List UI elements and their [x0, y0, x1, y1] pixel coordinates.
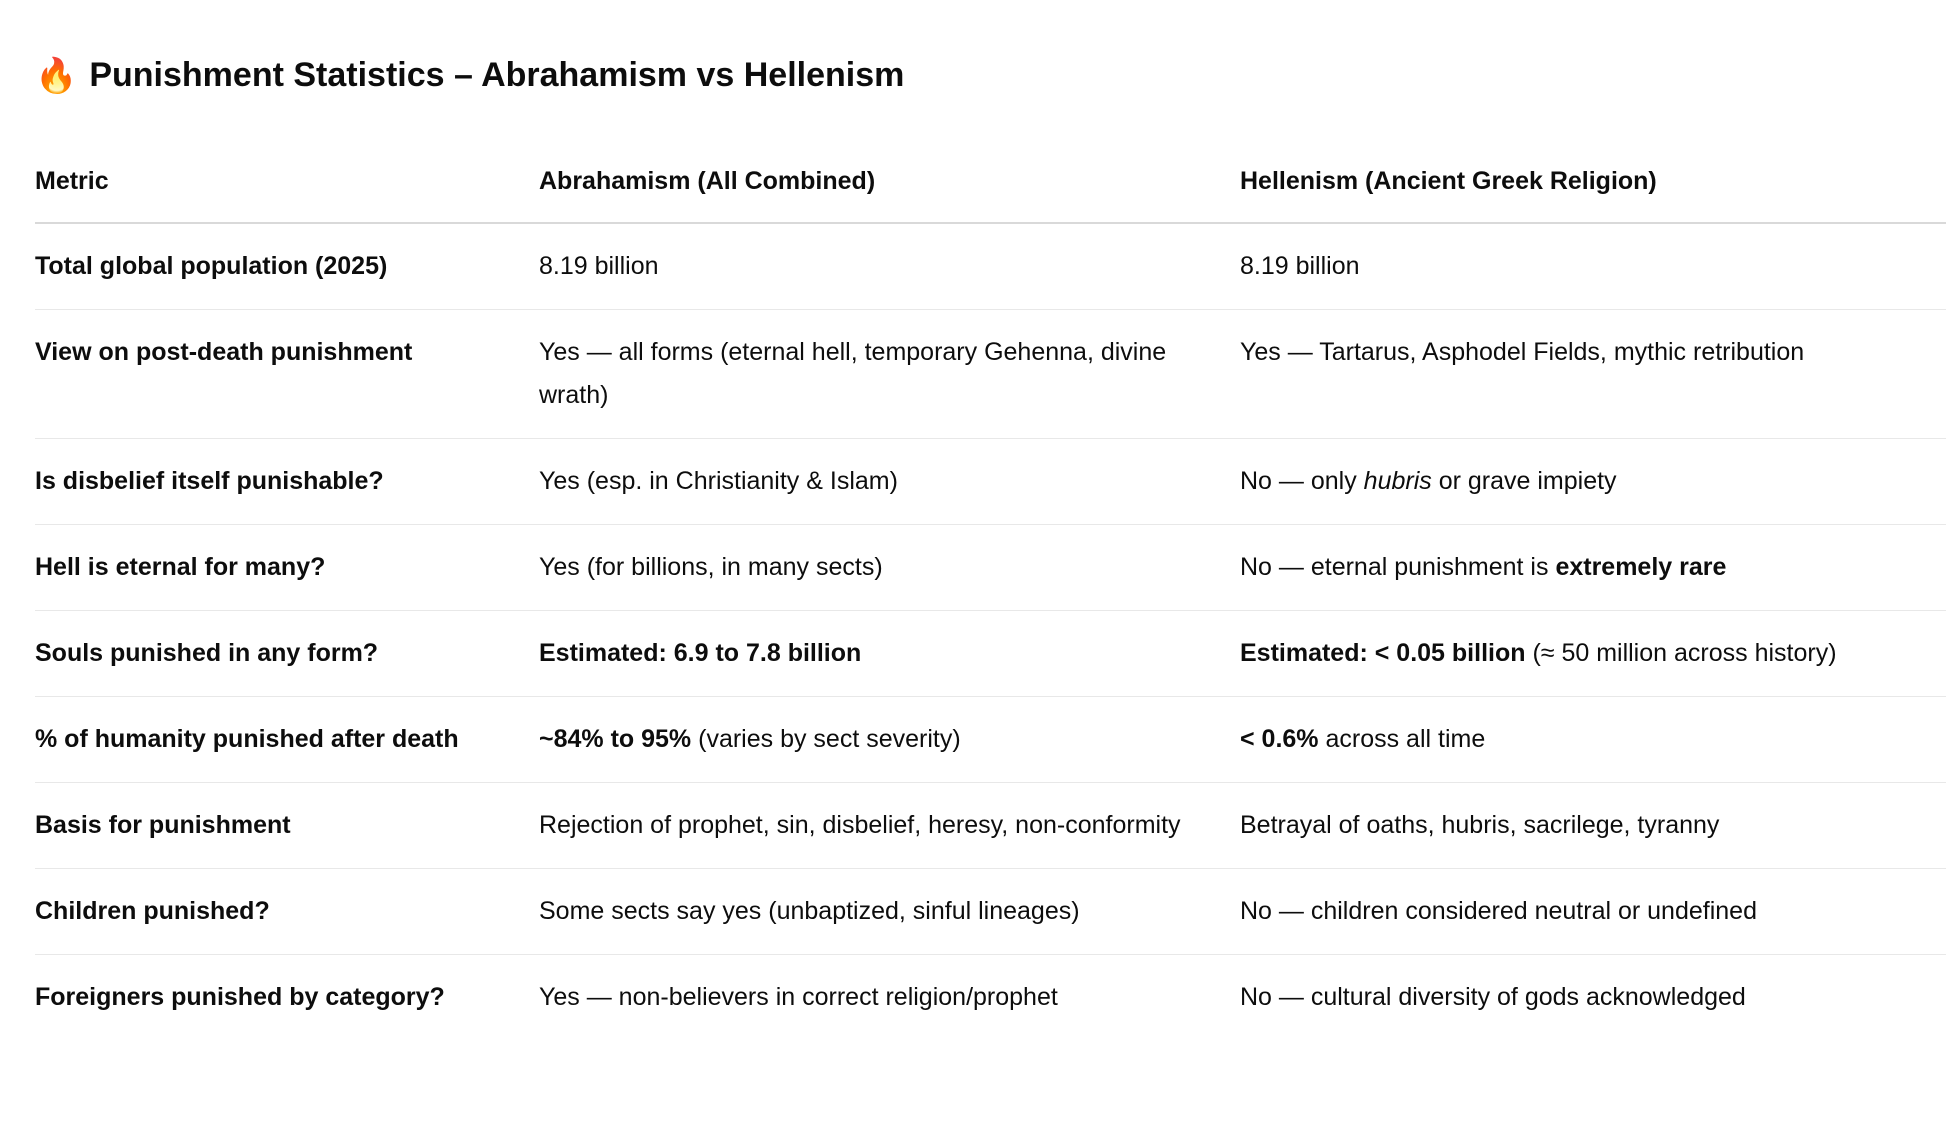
cell-text: (varies by sect severity)	[691, 725, 961, 753]
header-abrahamism: Abrahamism (All Combined)	[539, 150, 1240, 224]
abrahamism-cell: Yes (esp. in Christianity & Islam)	[539, 438, 1240, 525]
abrahamism-cell: ~84% to 95% (varies by sect severity)	[539, 696, 1240, 783]
table-header-row: Metric Abrahamism (All Combined) Helleni…	[35, 150, 1946, 224]
cell-text: 8.19 billion	[1240, 252, 1360, 280]
table-row: View on post-death punishment Yes — all f…	[35, 309, 1946, 439]
metric-cell: Is disbelief itself punishable?	[35, 438, 539, 525]
metric-cell: Children punished?	[35, 868, 539, 955]
abrahamism-cell: Yes (for billions, in many sects)	[539, 524, 1240, 611]
cell-text: Some sects say yes (unbaptized, sinful l…	[539, 897, 1080, 925]
cell-text: across all time	[1318, 725, 1486, 753]
abrahamism-cell: Yes — non-believers in correct religion/…	[539, 955, 1240, 1041]
table-row: Total global population (2025) 8.19 billi…	[35, 223, 1946, 310]
cell-text: Yes — all forms (eternal hell, temporary…	[539, 338, 1167, 409]
page-title: 🔥 Punishment Statistics – Abrahamism vs …	[35, 56, 904, 95]
hellenism-cell: < 0.6% across all time	[1240, 696, 1946, 783]
cell-text: ~84% to 95%	[539, 725, 692, 753]
metric-cell: Souls punished in any form?	[35, 610, 539, 697]
cell-text: Estimated: 6.9 to 7.8 billion	[539, 639, 862, 667]
cell-text: No — cultural diversity of gods acknowle…	[1240, 983, 1746, 1011]
table-row: Souls punished in any form? Estimated: 6.…	[35, 610, 1946, 697]
metric-cell: Total global population (2025)	[35, 223, 539, 310]
cell-text: Yes (esp. in Christianity & Islam)	[539, 467, 898, 495]
metric-cell: View on post-death punishment	[35, 309, 539, 439]
abrahamism-cell: Estimated: 6.9 to 7.8 billion	[539, 610, 1240, 697]
header-hellenism: Hellenism (Ancient Greek Religion)	[1240, 150, 1946, 224]
metric-cell: % of humanity punished after death	[35, 696, 539, 783]
hellenism-cell: Estimated: < 0.05 billion (≈ 50 million …	[1240, 610, 1946, 697]
cell-text: No — children considered neutral or unde…	[1240, 897, 1757, 925]
hellenism-cell: Betrayal of oaths, hubris, sacrilege, ty…	[1240, 782, 1946, 869]
cell-text: Yes (for billions, in many sects)	[539, 553, 883, 581]
hellenism-cell: No — eternal punishment is extremely rar…	[1240, 524, 1946, 611]
abrahamism-cell: Some sects say yes (unbaptized, sinful l…	[539, 868, 1240, 955]
hellenism-cell: 8.19 billion	[1240, 223, 1946, 310]
hellenism-cell: Yes — Tartarus, Asphodel Fields, mythic …	[1240, 309, 1946, 439]
metric-cell: Hell is eternal for many?	[35, 524, 539, 611]
cell-text: extremely rare	[1555, 553, 1727, 581]
table-row: Children punished? Some sects say yes (un…	[35, 868, 1946, 955]
cell-text: hubris	[1363, 467, 1432, 495]
cell-text: Betrayal of oaths, hubris, sacrilege, ty…	[1240, 811, 1720, 839]
table-row: Is disbelief itself punishable? Yes (esp.…	[35, 438, 1946, 525]
table-row: % of humanity punished after death ~84% t…	[35, 696, 1946, 783]
table-row: Basis for punishment Rejection of prophet…	[35, 782, 1946, 869]
table-row: Foreigners punished by category? Yes — no…	[35, 955, 1946, 1041]
abrahamism-cell: Yes — all forms (eternal hell, temporary…	[539, 309, 1240, 439]
page-title-text: Punishment Statistics – Abrahamism vs He…	[89, 56, 905, 94]
cell-text: Yes — Tartarus, Asphodel Fields, mythic …	[1240, 338, 1805, 366]
cell-text: No — only	[1240, 467, 1364, 495]
fire-icon: 🔥	[35, 56, 78, 95]
cell-text: (≈ 50 million across history)	[1525, 639, 1837, 667]
header-metric: Metric	[35, 150, 539, 224]
cell-text: No — eternal punishment is	[1240, 553, 1556, 581]
hellenism-cell: No — children considered neutral or unde…	[1240, 868, 1946, 955]
cell-text: < 0.6%	[1240, 725, 1319, 753]
cell-text: Estimated: < 0.05 billion	[1240, 639, 1526, 667]
cell-text: Yes — non-believers in correct religion/…	[539, 983, 1058, 1011]
hellenism-cell: No — only hubris or grave impiety	[1240, 438, 1946, 525]
abrahamism-cell: Rejection of prophet, sin, disbelief, he…	[539, 782, 1240, 869]
hellenism-cell: No — cultural diversity of gods acknowle…	[1240, 955, 1946, 1041]
metric-cell: Foreigners punished by category?	[35, 983, 445, 1011]
abrahamism-cell: 8.19 billion	[539, 223, 1240, 310]
cell-text: 8.19 billion	[539, 252, 659, 280]
table-row: Hell is eternal for many? Yes (for billio…	[35, 524, 1946, 611]
comparison-table: Metric Abrahamism (All Combined) Helleni…	[35, 150, 1946, 1040]
metric-cell: Basis for punishment	[35, 782, 539, 869]
cell-text: Rejection of prophet, sin, disbelief, he…	[539, 811, 1181, 839]
cell-text: or grave impiety	[1431, 467, 1617, 495]
